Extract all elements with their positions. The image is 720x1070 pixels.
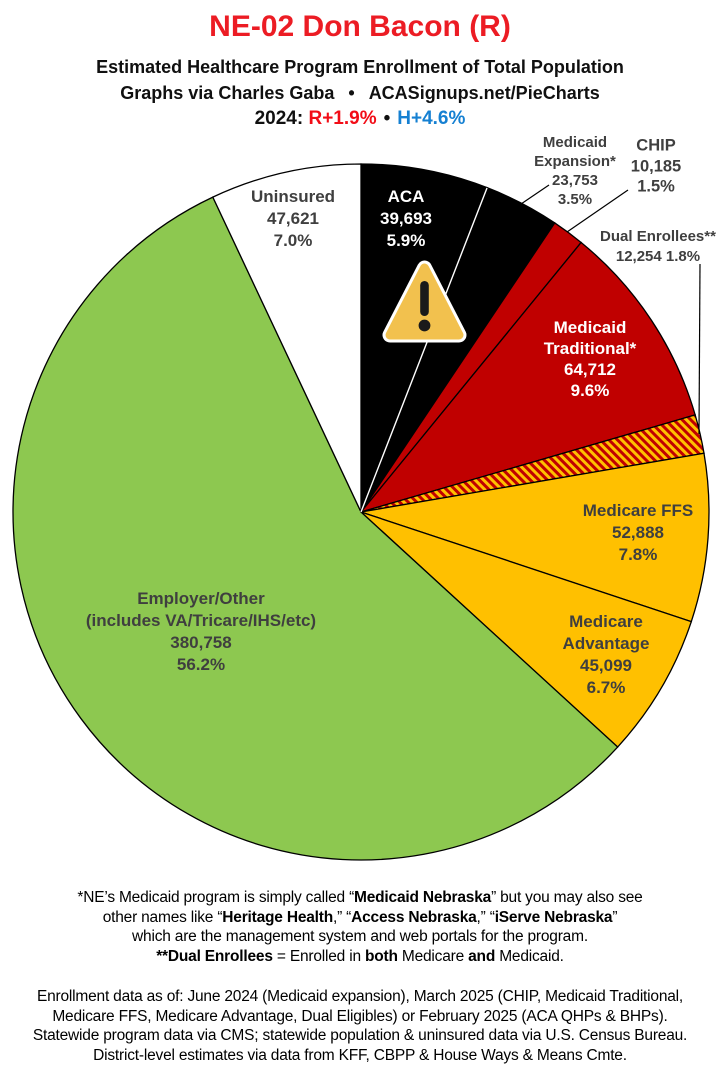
- lean-republican-value: R+1.9%: [308, 108, 377, 129]
- credit-line: Graphs via Charles Gaba • ACASignups.net/P…: [0, 83, 720, 104]
- page-title: NE-02 Don Bacon (R): [209, 10, 511, 43]
- footnote-data-sources: Enrollment data as of: June 2024 (Medica…: [32, 988, 688, 1064]
- pie-slice-uninsured: [211, 163, 362, 513]
- lean-year-label: 2024:: [254, 108, 304, 129]
- leader-line-chip: [566, 189, 629, 233]
- bullet-separator: •: [348, 83, 355, 103]
- chart-subtitle: Estimated Healthcare Program Enrollment …: [96, 57, 624, 77]
- credit-author: Graphs via Charles Gaba: [120, 83, 335, 103]
- pie-slice-medicare-advantage: [360, 511, 693, 748]
- divider-line-aca-medicaid-expansion: [360, 187, 488, 513]
- footnote-medicaid-naming: *NE’s Medicaid program is simply called …: [77, 889, 643, 965]
- leader-line-dual-enrollees: [698, 263, 701, 435]
- lean-house-value: H+4.6%: [397, 108, 466, 129]
- credit-site: ACASignups.net/PieCharts: [368, 83, 600, 103]
- pie-slice-employer-other: [12, 196, 619, 861]
- leader-line-medicaid-expansion: [520, 184, 550, 205]
- district-lean-line: 2024: R+1.9% • H+4.6%: [0, 108, 720, 130]
- pie-slice-medicaid-traditional: [359, 241, 696, 514]
- warning-triangle-icon: [382, 260, 467, 343]
- pie-chart-svg: [12, 163, 710, 861]
- pie-slice-medicare-ffs: [360, 452, 710, 623]
- bullet-separator: •: [383, 108, 391, 129]
